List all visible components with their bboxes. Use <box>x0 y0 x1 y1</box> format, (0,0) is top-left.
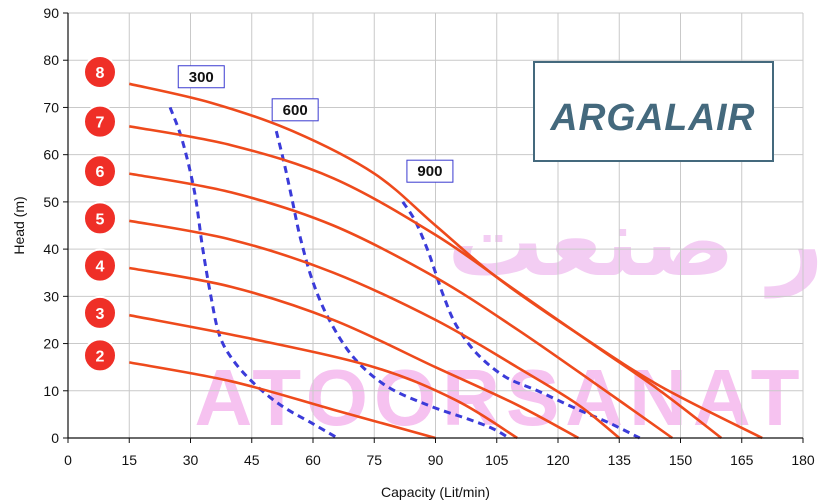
pressure-badge-circle <box>83 55 117 90</box>
pressure-badge-label: 8 <box>96 65 105 82</box>
pressure-badge-7: 7 <box>83 104 117 139</box>
argalair-logo: ARGALAIR <box>533 61 774 162</box>
pressure-badge-5: 5 <box>83 201 117 236</box>
y-tick-label: 10 <box>43 383 59 399</box>
pump-curve-4 <box>129 266 580 440</box>
pressure-badge-label: 7 <box>96 115 105 132</box>
pressure-badge-circle <box>83 154 117 189</box>
y-axis-title: Head (m) <box>11 196 27 254</box>
pump-curve-3 <box>129 313 518 440</box>
grid <box>68 12 804 438</box>
pressure-badge-circle <box>83 201 117 236</box>
pressure-badge-circle <box>83 248 117 283</box>
x-tick-label: 90 <box>428 452 444 468</box>
y-tick-label: 0 <box>51 430 59 446</box>
y-tick-label: 90 <box>43 5 59 21</box>
efficiency-label-text: 600 <box>283 102 308 119</box>
pressure-badge-circle <box>83 338 117 373</box>
x-tick-label: 45 <box>244 452 260 468</box>
efficiency-label-box <box>177 65 225 89</box>
efficiency-line-900 <box>401 201 641 440</box>
y-tick-label: 40 <box>43 241 59 257</box>
efficiency-label-box <box>406 159 454 183</box>
plot-area: 300 600 900 2 3 4 5 6 7 8 <box>83 55 763 440</box>
pressure-badge-circle <box>83 104 117 139</box>
x-tick-label: 120 <box>546 452 570 468</box>
x-axis-title: Capacity (Lit/min) <box>381 484 490 500</box>
efficiency-line-600 <box>274 130 510 440</box>
efficiency-label-900: 900 <box>406 159 454 183</box>
efficiency-label-text: 900 <box>417 163 442 180</box>
pressure-badge-3: 3 <box>83 295 117 330</box>
pressure-badge-label: 4 <box>96 259 105 276</box>
pressure-badge-circle <box>83 295 117 330</box>
x-tick-label: 30 <box>183 452 199 468</box>
logo-text: ARGALAIR <box>550 97 756 139</box>
efficiency-label-600: 600 <box>271 98 319 122</box>
pressure-badge-label: 5 <box>96 211 105 228</box>
axes: 0 15 30 45 60 75 90 105 120 135 150 165 180010203040… <box>11 5 815 500</box>
y-tick-label: 70 <box>43 99 59 115</box>
efficiency-label-text: 300 <box>189 69 214 86</box>
x-tick-label: 75 <box>366 452 382 468</box>
efficiency-line-300 <box>168 106 339 440</box>
watermark: آتور صنعت ATOORSANAT <box>194 183 819 442</box>
x-tick-label: 135 <box>608 452 632 468</box>
pressure-badge-label: 3 <box>96 306 105 323</box>
x-tick-label: 105 <box>485 452 509 468</box>
logo-frame <box>533 61 774 162</box>
x-tick-label: 0 <box>64 452 72 468</box>
x-tick-label: 165 <box>730 452 754 468</box>
pressure-badge-label: 2 <box>96 348 105 365</box>
pressure-badge-4: 4 <box>83 248 117 283</box>
efficiency-label-box <box>271 98 319 122</box>
pressure-badge-6: 6 <box>83 154 117 189</box>
pump-curve-6 <box>129 172 674 440</box>
efficiency-label-300: 300 <box>177 65 225 89</box>
x-tick-label: 150 <box>669 452 693 468</box>
pump-curve-5 <box>129 219 621 440</box>
y-tick-label: 60 <box>43 147 59 163</box>
pressure-badge-2: 2 <box>83 338 117 373</box>
pump-curve-8 <box>129 82 763 440</box>
y-tick-label: 20 <box>43 336 59 352</box>
pressure-badge-8: 8 <box>83 55 117 90</box>
pump-curve-7 <box>129 125 723 440</box>
y-tick-label: 30 <box>43 288 59 304</box>
x-tick-label: 15 <box>121 452 137 468</box>
y-tick-label: 50 <box>43 194 59 210</box>
pressure-badge-label: 6 <box>96 164 105 181</box>
x-tick-label: 180 <box>791 452 815 468</box>
x-tick-label: 60 <box>305 452 321 468</box>
pump-curve-2 <box>129 361 436 440</box>
y-tick-label: 80 <box>43 52 59 68</box>
